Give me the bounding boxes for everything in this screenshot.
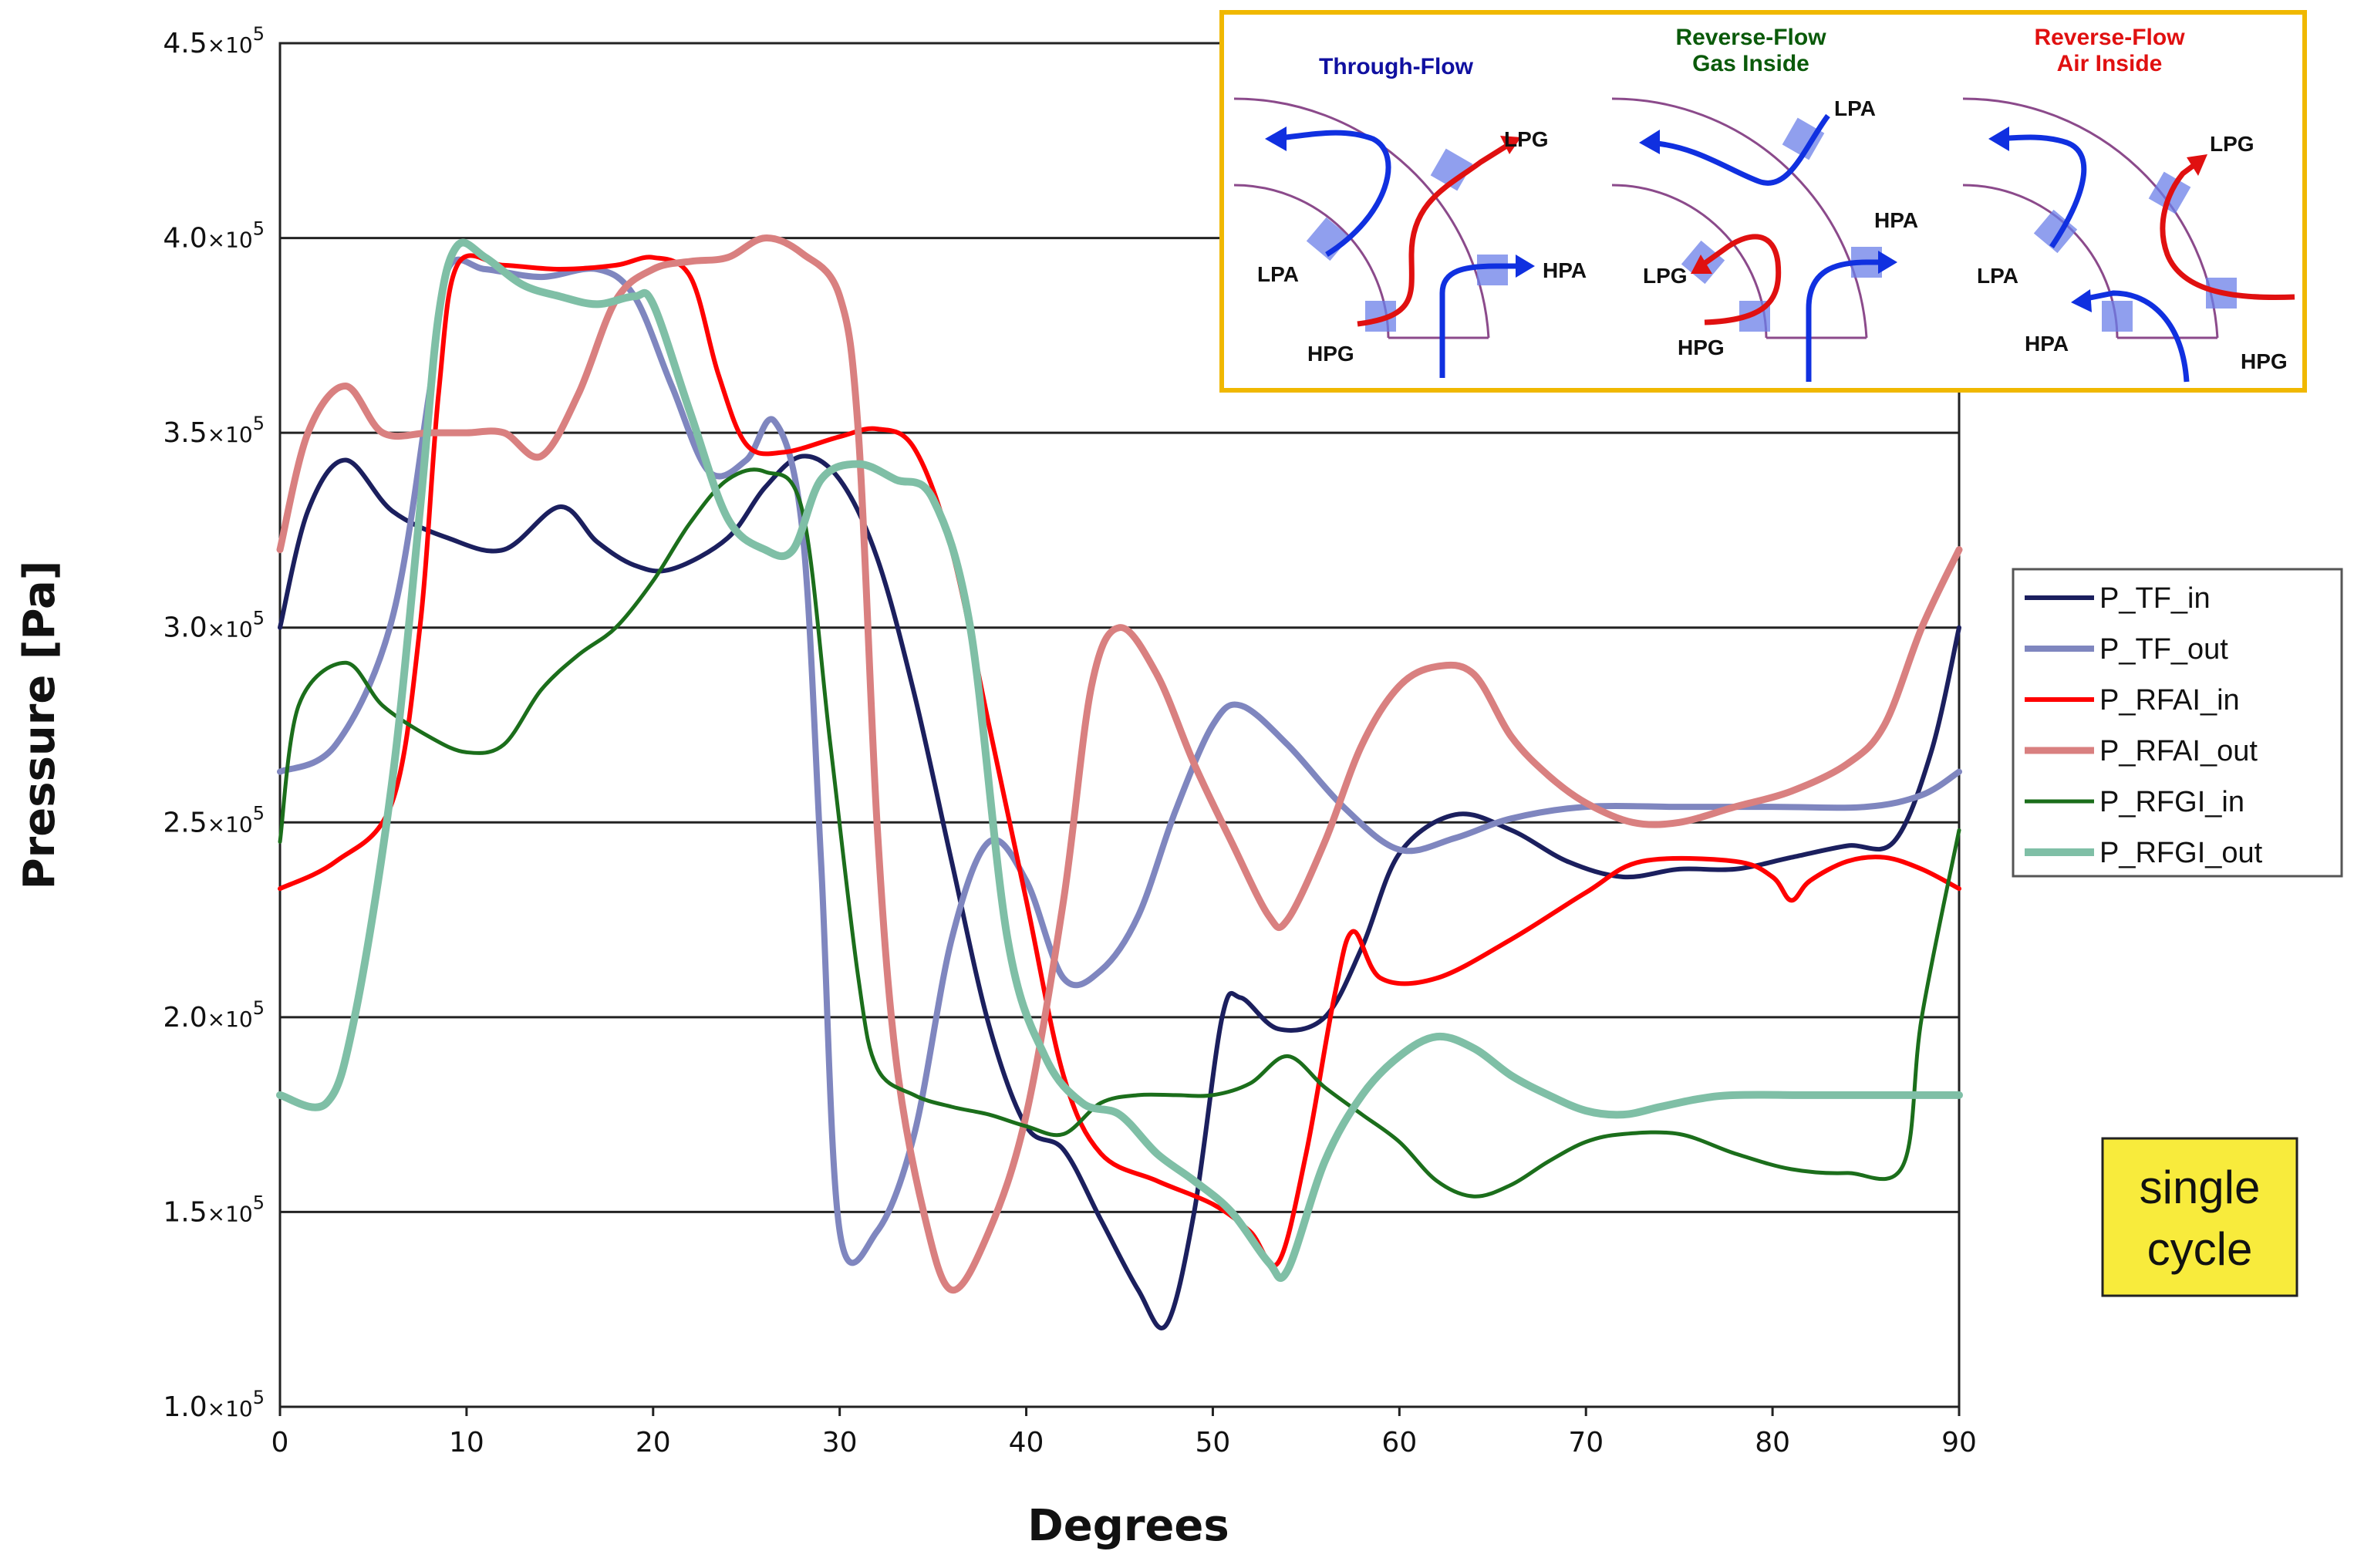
flow-arrow-red: [1698, 234, 1782, 325]
legend-label: P_RFAI_out: [2099, 735, 2258, 767]
inset-label: HPG: [1307, 342, 1354, 366]
rotor-arc-outer: [1611, 97, 1868, 339]
y-tick-label: 1.0×105: [163, 1387, 265, 1423]
series-line-p-rfgi-out: [276, 238, 1963, 1282]
series-line-p-tf-in: [278, 454, 1961, 1330]
inset-title-reverse-gas: Gas Inside: [1692, 51, 1809, 76]
plot-area-frame: [278, 42, 1961, 1408]
flow-arrow-blue: [1272, 130, 1391, 257]
inset-label: HPG: [2241, 349, 2288, 373]
y-tick-label: 4.0×105: [163, 218, 265, 255]
series-group: [276, 234, 1963, 1330]
x-axis-ticks: 0 10 20 30 40 50 60 70 80 90: [271, 1407, 1977, 1458]
inset-label: LPG: [2210, 132, 2255, 156]
inset-label: HPA: [1543, 258, 1587, 282]
port-block: [1430, 148, 1473, 191]
single-cycle-note: single cycle: [2101, 1137, 2298, 1297]
arrow-head: [1516, 255, 1535, 278]
inset-label: HPG: [1678, 336, 1725, 359]
note-line-1: single: [2140, 1162, 2261, 1213]
port-block: [1477, 255, 1508, 285]
legend-label: P_TF_in: [2099, 582, 2211, 615]
x-tick-label: 50: [1196, 1427, 1231, 1458]
y-tick-label: 4.5×105: [163, 23, 265, 59]
arrow-head: [1988, 126, 2009, 151]
legend-label: P_RFGI_out: [2099, 837, 2263, 869]
inset-label: LPA: [1834, 96, 1876, 120]
inset-title-reverse-gas: Reverse-Flow: [1675, 25, 1826, 50]
note-line-2: cycle: [2147, 1223, 2253, 1275]
inset-label: LPG: [1504, 127, 1549, 151]
x-tick-label: 20: [636, 1427, 671, 1458]
arrow-head: [2187, 154, 2207, 176]
flow-arrow-blue: [2082, 290, 2190, 383]
flow-arrow-blue: [1997, 134, 2087, 248]
x-tick-label: 40: [1009, 1427, 1044, 1458]
x-tick-label: 0: [271, 1427, 289, 1458]
series-line-p-tf-out: [277, 256, 1962, 1266]
y-axis-title: Pressure [Pa]: [15, 561, 65, 890]
port-block: [1782, 117, 1825, 160]
inset-panel-through-flow: Through-Flow LPG LPA HPA HPG: [1233, 54, 1587, 378]
flow-inset: Through-Flow LPG LPA HPA HPG Reverse-Flo…: [1219, 10, 2307, 393]
arrow-head: [1878, 251, 1897, 274]
y-axis-ticks: 1.0×105 1.5×105 2.0×105 2.5×105 3.0×105 3.5×1…: [163, 23, 265, 1423]
legend-box: [2012, 568, 2343, 878]
port-block: [2102, 301, 2133, 332]
series-line-p-rfgi-in: [278, 467, 1961, 1199]
legend-label: P_RFAI_in: [2099, 684, 2240, 717]
legend-label: P_RFGI_in: [2099, 786, 2244, 818]
flow-arrow-red: [2160, 160, 2295, 301]
inset-label: LPA: [1257, 262, 1299, 286]
inset-label: LPA: [1977, 264, 2018, 288]
x-tick-label: 60: [1381, 1427, 1417, 1458]
note-box: [2101, 1137, 2298, 1297]
y-tick-label: 3.5×105: [163, 413, 265, 449]
inset-title-reverse-air: Reverse-Flow: [2034, 25, 2185, 50]
inset-title-reverse-air: Air Inside: [2057, 51, 2163, 76]
inset-panel-reverse-gas: Reverse-Flow Gas Inside LPA HPA LPG HPG: [1611, 25, 1918, 382]
legend: P_TF_in P_TF_out P_RFAI_in P_RFAI_out P_RFGI…: [2012, 568, 2343, 878]
y-tick-label: 3.0×105: [163, 608, 265, 644]
inset-panel-reverse-air: Reverse-Flow Air Inside LPG LPA HPA HPG: [1962, 25, 2295, 383]
flow-arrow-blue: [1806, 259, 1886, 382]
arrow-head: [2071, 289, 2092, 312]
arrow-head: [1265, 126, 1287, 151]
x-tick-label: 30: [822, 1427, 858, 1458]
flow-arrow-blue: [1650, 113, 1830, 186]
arrow-head: [1691, 255, 1712, 274]
y-tick-label: 2.0×105: [163, 997, 265, 1034]
port-block: [1306, 217, 1351, 261]
flow-arrow-blue: [1439, 263, 1523, 378]
inset-label: HPA: [2025, 332, 2069, 356]
x-tick-label: 10: [449, 1427, 484, 1458]
arrow-head: [1500, 136, 1521, 154]
legend-label: P_TF_out: [2099, 633, 2228, 666]
x-axis-title: Degrees: [1027, 1501, 1229, 1551]
x-tick-label: 80: [1755, 1427, 1790, 1458]
x-tick-label: 70: [1568, 1427, 1604, 1458]
inset-title-through-flow: Through-Flow: [1319, 54, 1474, 79]
flow-arrow-red: [1357, 140, 1513, 327]
y-tick-label: 1.5×105: [163, 1192, 265, 1228]
inset-label: LPG: [1643, 264, 1688, 288]
arrow-head: [1639, 130, 1660, 154]
inset-label: HPA: [1874, 208, 1918, 232]
y-tick-label: 2.5×105: [163, 802, 265, 838]
x-tick-label: 90: [1941, 1427, 1977, 1458]
series-line-p-rfai-out: [276, 234, 1963, 1294]
